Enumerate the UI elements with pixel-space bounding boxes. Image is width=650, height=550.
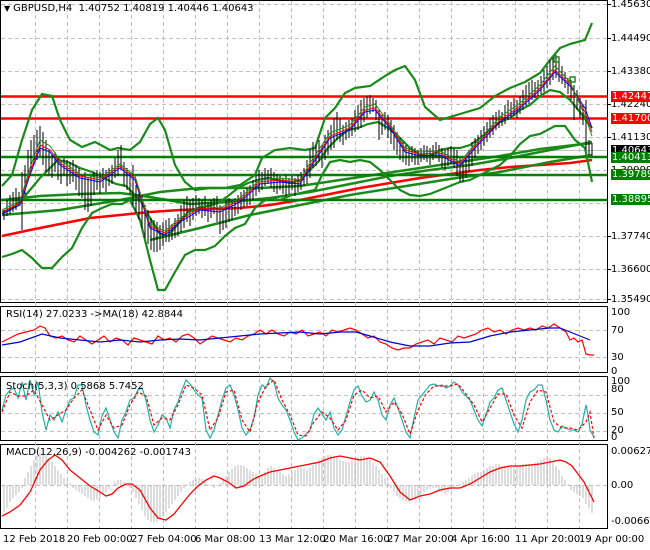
short-ma-red (1, 69, 593, 234)
short-ma-blue (1, 71, 593, 236)
rsi-tick: 100 (611, 307, 631, 318)
triangle-down-icon[interactable]: ▼ (4, 4, 11, 13)
macd-tick: 0.00 (611, 480, 634, 491)
ohlc-values: 1.40752 1.40819 1.40446 1.40643 (78, 3, 254, 14)
rsi-title: RSI(14) 27.0233 ->MA(18) 42.8844 (6, 309, 183, 320)
stoch-tick: 100 (611, 376, 631, 387)
stoch-tick: 80 (611, 384, 624, 395)
stoch-panel (1, 376, 595, 441)
level-tag-support: 1.40413 (611, 152, 650, 163)
price-tick: 1.36600 (611, 264, 650, 275)
stoch-tick: 0 (611, 432, 618, 443)
price-tick: 1.45630 (611, 0, 650, 10)
time-label: 27 Mar 20:00 (387, 534, 454, 545)
rsi-tick: 30 (611, 352, 624, 363)
support-resistance-levels (1, 95, 607, 202)
time-label: 27 Feb 04:00 (131, 534, 197, 545)
price-tick: 1.43380 (611, 66, 650, 77)
price-tick: 1.35490 (611, 294, 650, 305)
rsi-tick: 0 (611, 366, 618, 377)
short-ma-green (1, 65, 593, 232)
macd-title: MACD(12,26,9) -0.004262 -0.001743 (6, 447, 191, 458)
time-label: 19 Apr 00:00 (579, 534, 645, 545)
level-tag-resistance: 1.42447 (611, 91, 650, 102)
price-tick: 1.37740 (611, 231, 650, 242)
price-bars (3, 55, 593, 252)
panel-frames (0, 0, 608, 529)
time-label: 13 Mar 12:00 (259, 534, 326, 545)
price-tick: 1.44490 (611, 33, 650, 44)
time-label: 6 Mar 08:00 (195, 534, 256, 545)
macd-tick: -0.006634 (611, 516, 650, 527)
price-tick: 1.42240 (611, 99, 650, 110)
pattern-markers (553, 56, 576, 83)
stoch-tick: 50 (611, 407, 624, 418)
macd-tick: 0.006271 (611, 446, 650, 457)
rsi-panel (1, 323, 594, 356)
level-tag-resistance: 1.41700 (611, 113, 650, 124)
time-label: 20 Feb 00:00 (67, 534, 133, 545)
time-label: 11 Apr 20:00 (515, 534, 581, 545)
chart-header: ▼ GBPUSD,H4 1.40752 1.40819 1.40446 1.406… (4, 3, 254, 15)
time-label: 12 Feb 2018 (3, 534, 66, 545)
stoch-tick: 20 (611, 425, 624, 436)
level-tag-support: 1.39789 (611, 169, 650, 180)
macd-signal-line (1, 454, 595, 521)
price-tick: 1.41130 (611, 132, 650, 143)
axis-ticks (607, 4, 611, 300)
current-price-tag: 1.40643 (611, 145, 650, 156)
time-label: 4 Apr 16:00 (451, 534, 510, 545)
symbol-label: GBPUSD,H4 (13, 3, 73, 14)
stoch-title: Stoch(5,3,3) 0.5868 5.7452 (6, 381, 144, 392)
rsi-tick: 70 (611, 325, 624, 336)
time-label: 20 Mar 16:00 (323, 534, 390, 545)
level-tag-support: 1.38895 (611, 194, 650, 205)
